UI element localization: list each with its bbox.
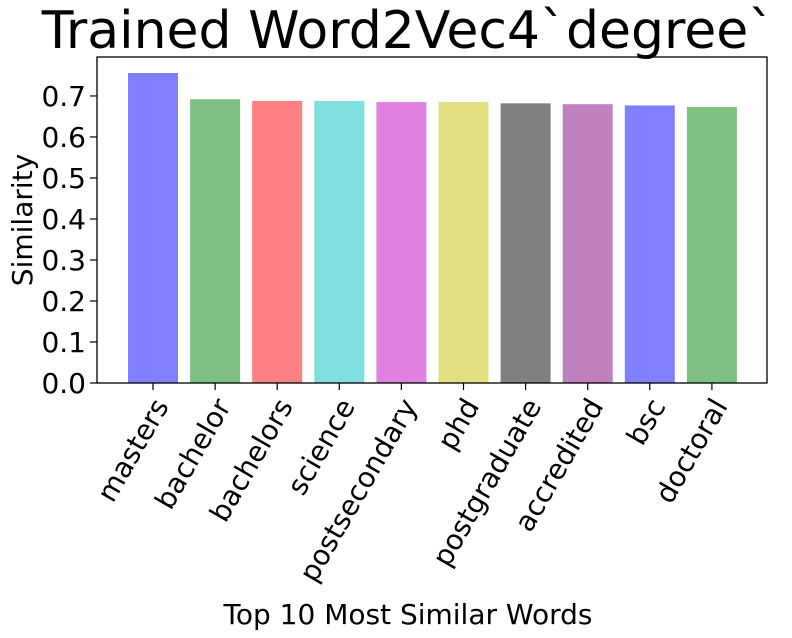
x-axis-label: Top 10 Most Similar Words (223, 598, 593, 631)
bar-bachelor (190, 99, 241, 383)
bar-bachelors (252, 100, 303, 384)
y-tick-label-6: 0.6 (41, 121, 86, 154)
x-tick-label-bsc: bsc (620, 393, 672, 451)
y-tick-label-3: 0.3 (41, 244, 86, 277)
plot-frame (96, 56, 768, 384)
bar-masters (128, 73, 178, 383)
bar-accredited (562, 104, 613, 383)
y-tick-label-7: 0.7 (41, 80, 86, 113)
y-tick-label-4: 0.4 (41, 203, 86, 236)
chart-title: Trained Word2Vec4`degree` (41, 1, 774, 61)
x-tick-label-phd: phd (431, 393, 486, 456)
bar-bsc (624, 105, 675, 384)
y-axis-label: Similarity (6, 154, 39, 286)
y-tick-label-2: 0.2 (41, 285, 86, 318)
bar-postsecondary (376, 102, 427, 383)
y-tick-label-1: 0.1 (41, 326, 86, 359)
bars-group (128, 73, 737, 384)
bar-phd (438, 102, 489, 383)
y-tick-label-5: 0.5 (41, 162, 86, 195)
x-axis: mastersbachelorbachelorssciencepostsecon… (90, 383, 734, 587)
bar-postgraduate (500, 103, 551, 384)
y-axis: 0.0 0.1 0.2 0.3 0.4 0.5 0.6 0.7 (41, 80, 97, 400)
bar-science (314, 100, 365, 384)
y-tick-label-0: 0.0 (41, 367, 86, 400)
bar-doctoral (686, 107, 737, 383)
